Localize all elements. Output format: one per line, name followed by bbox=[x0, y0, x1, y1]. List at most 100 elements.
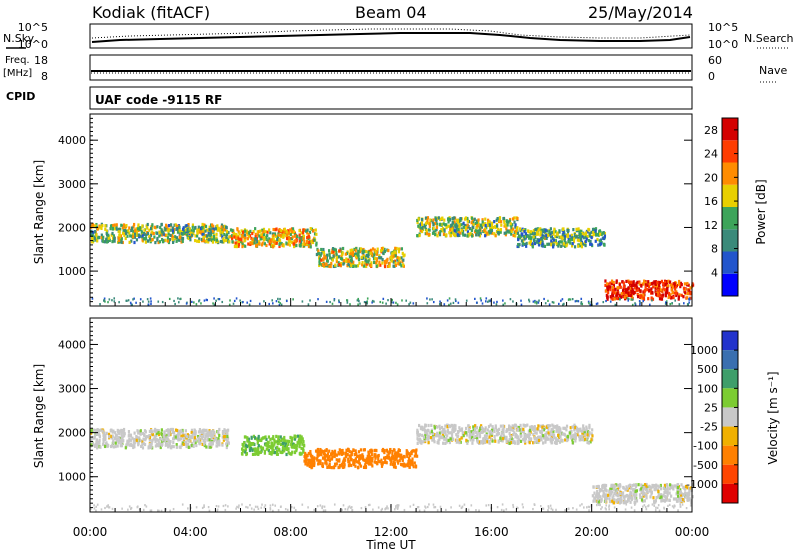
echo-cell bbox=[148, 237, 152, 241]
echo-cell bbox=[531, 426, 534, 430]
echo-cell bbox=[484, 429, 487, 433]
echo-cell bbox=[568, 298, 570, 301]
echo-cell bbox=[115, 225, 118, 229]
echo-cell bbox=[642, 300, 645, 303]
echo-cell bbox=[133, 222, 136, 227]
echo-cell bbox=[261, 235, 265, 239]
echo-cell bbox=[419, 226, 422, 230]
echo-cell bbox=[662, 486, 665, 490]
echo-cell bbox=[240, 229, 243, 233]
echo-cell bbox=[523, 439, 526, 443]
echo-cell bbox=[551, 508, 554, 511]
echo-cell bbox=[458, 428, 462, 432]
echo-cell bbox=[206, 228, 209, 232]
echo-cell bbox=[573, 428, 576, 432]
echo-cell bbox=[494, 424, 497, 428]
echo-cell bbox=[288, 439, 291, 444]
echo-cell bbox=[411, 463, 414, 467]
echo-cell bbox=[295, 447, 298, 451]
echo-cell bbox=[169, 440, 172, 444]
echo-cell bbox=[263, 436, 266, 440]
echo-cell bbox=[343, 465, 346, 469]
echo-cell bbox=[357, 454, 360, 458]
echo-cell bbox=[520, 299, 522, 302]
echo-cell bbox=[648, 489, 652, 493]
echo-cell bbox=[605, 489, 608, 493]
echo-cell bbox=[593, 491, 596, 495]
echo-cell bbox=[478, 228, 481, 232]
echo-cell bbox=[392, 301, 395, 304]
echo-cell bbox=[580, 229, 583, 233]
echo-cell bbox=[648, 485, 652, 489]
echo-cell bbox=[435, 227, 438, 232]
echo-cell bbox=[612, 486, 616, 490]
echo-cell bbox=[197, 239, 201, 244]
echo-cell bbox=[574, 436, 577, 440]
echo-cell bbox=[515, 231, 518, 235]
echo-cell bbox=[353, 453, 356, 457]
echo-cell bbox=[407, 456, 411, 461]
echo-cell bbox=[181, 432, 185, 436]
echo-cell bbox=[501, 503, 504, 506]
echo-cell bbox=[314, 228, 317, 232]
echo-cell bbox=[415, 448, 418, 452]
echo-cell bbox=[479, 223, 483, 227]
echo-cell bbox=[598, 239, 601, 243]
echo-cell bbox=[295, 448, 298, 453]
echo-cell bbox=[668, 491, 671, 495]
echo-cell bbox=[562, 303, 564, 306]
echo-cell bbox=[677, 494, 680, 498]
echo-cell bbox=[325, 262, 328, 267]
echo-cell bbox=[398, 448, 401, 453]
echo-cell bbox=[428, 232, 431, 237]
echo-cell bbox=[309, 299, 311, 302]
echo-cell bbox=[385, 448, 389, 452]
echo-cell bbox=[191, 300, 193, 304]
echo-cell bbox=[662, 293, 665, 297]
echo-cell bbox=[148, 436, 151, 440]
echo-cell bbox=[631, 288, 634, 292]
echo-cell bbox=[305, 242, 308, 246]
echo-cell bbox=[264, 443, 267, 447]
echo-cell bbox=[442, 232, 446, 236]
echo-cell bbox=[655, 292, 658, 296]
echo-cell bbox=[227, 237, 230, 241]
echo-cell bbox=[443, 430, 446, 434]
echo-cell bbox=[639, 495, 642, 500]
echo-cell bbox=[107, 443, 110, 448]
echo-cell bbox=[573, 423, 576, 427]
echo-cell bbox=[532, 238, 536, 243]
echo-cell bbox=[268, 445, 271, 449]
echo-cell bbox=[218, 439, 221, 443]
echo-cell bbox=[177, 301, 180, 304]
echo-cell bbox=[418, 223, 421, 227]
echo-cell bbox=[180, 443, 183, 447]
echo-cell bbox=[578, 235, 582, 239]
echo-cell bbox=[644, 494, 647, 498]
echo-cell bbox=[679, 281, 683, 285]
echo-cell bbox=[138, 430, 141, 434]
echo-cell bbox=[388, 261, 391, 265]
echo-cell bbox=[150, 509, 153, 512]
echo-cell bbox=[588, 302, 590, 305]
echo-cell bbox=[240, 452, 244, 456]
echo-cell bbox=[419, 229, 422, 233]
echo-cell bbox=[348, 454, 352, 458]
echo-cell bbox=[444, 432, 447, 436]
echo-cell bbox=[107, 236, 110, 240]
echo-cell bbox=[369, 450, 373, 454]
echo-cell bbox=[215, 299, 217, 302]
echo-cell bbox=[467, 429, 470, 434]
echo-cell bbox=[552, 429, 555, 434]
echo-cell bbox=[626, 289, 629, 293]
echo-cell bbox=[668, 498, 671, 502]
echo-cell bbox=[667, 295, 670, 299]
echo-cell bbox=[293, 434, 297, 438]
echo-cell bbox=[155, 429, 158, 433]
echo-cell bbox=[291, 450, 294, 454]
echo-cell bbox=[601, 483, 605, 488]
echo-cell bbox=[287, 442, 290, 446]
echo-cell bbox=[412, 302, 415, 305]
echo-cell bbox=[538, 435, 541, 439]
echo-cell bbox=[437, 216, 440, 220]
